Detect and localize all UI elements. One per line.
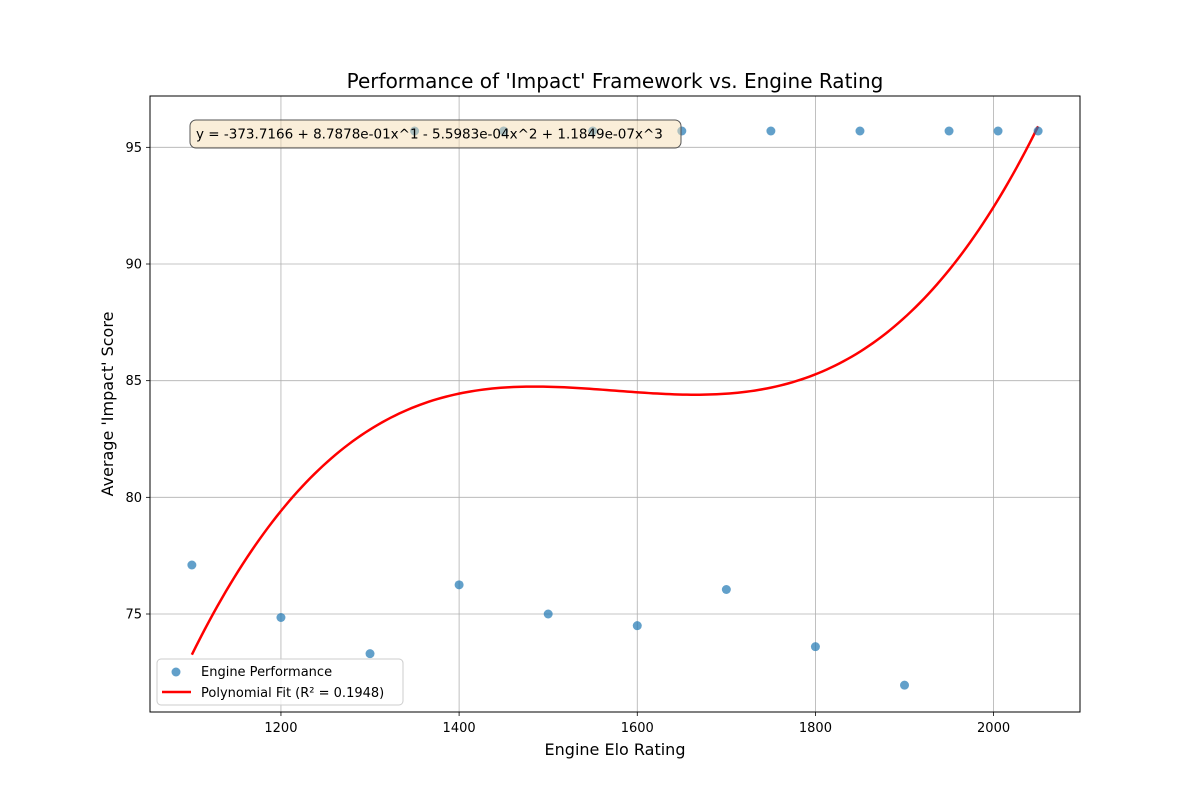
scatter-point: [944, 126, 954, 136]
y-tick-label: 95: [125, 141, 142, 156]
scatter-point: [187, 560, 197, 570]
x-tick-label: 2000: [977, 721, 1010, 736]
scatter-point: [632, 621, 642, 631]
legend: Engine Performance Polynomial Fit (R² = …: [156, 658, 404, 706]
scatter-point: [900, 680, 910, 690]
x-tick-label: 1200: [264, 721, 297, 736]
scatter-point: [721, 585, 731, 594]
scatter-point: [365, 649, 375, 659]
scatter-point: [810, 642, 820, 652]
scatter-point: [543, 609, 553, 619]
legend-label-scatter: Engine Performance: [201, 665, 332, 680]
chart-title: Performance of 'Impact' Framework vs. En…: [347, 69, 884, 93]
scatter-point: [454, 580, 464, 590]
scatter-point: [1033, 126, 1043, 136]
grid-layer: [150, 96, 1080, 712]
y-tick-label: 85: [125, 374, 142, 389]
equation-box: [189, 119, 682, 149]
y-tick-label: 80: [125, 491, 142, 506]
legend-box: [156, 658, 404, 706]
y-axis-ticks: 75 80 85 90 95: [125, 141, 150, 623]
x-axis-ticks: 1200 1400 1600 1800 2000: [264, 712, 1010, 736]
x-tick-label: 1800: [799, 721, 832, 736]
y-tick-label: 90: [125, 258, 142, 273]
plot-frame: [149, 95, 1081, 713]
legend-label-fit: Polynomial Fit (R² = 0.1948): [201, 686, 384, 701]
scatter-point: [855, 126, 865, 136]
polynomial-fit-line: [190, 125, 1040, 656]
scatter-point: [993, 126, 1003, 136]
y-tick-label: 75: [125, 608, 142, 623]
points-layer: [187, 126, 1043, 690]
fit-layer: [190, 125, 1040, 656]
x-tick-label: 1400: [443, 721, 476, 736]
y-axis-label: Average 'Impact' Score: [98, 312, 117, 497]
scatter-point: [766, 126, 776, 136]
x-tick-label: 1600: [621, 721, 654, 736]
x-axis-label: Engine Elo Rating: [545, 740, 686, 759]
scatter-point: [276, 613, 286, 622]
equation-annotation: y = -373.7166 + 8.7878e-01x^1 - 5.5983e-…: [189, 119, 682, 149]
equation-text: y = -373.7166 + 8.7878e-01x^1 - 5.5983e-…: [196, 127, 663, 143]
legend-scatter-marker: [171, 667, 181, 677]
